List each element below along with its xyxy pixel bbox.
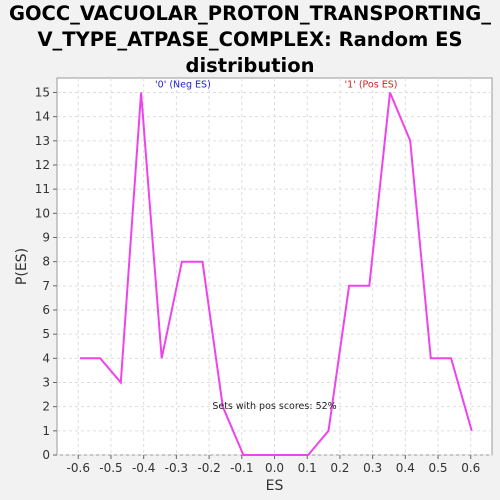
series-layer [79, 92, 473, 456]
x-tick-label-12: 0.6 [461, 461, 480, 475]
annotation-1: '1' (Pos ES) [345, 80, 398, 91]
x-tick-label-8: 0.2 [330, 461, 349, 475]
x-tick-label-10: 0.4 [396, 461, 415, 475]
x-tick-label-11: 0.5 [428, 461, 447, 475]
x-axis-label: ES [266, 478, 284, 494]
x-tick-label-6: 0.0 [265, 461, 284, 475]
x-tick-label-5: -0.1 [230, 461, 253, 475]
y-axis-label: P(ES) [14, 248, 30, 285]
annotation-2: Sets with pos scores: 52% [212, 401, 336, 412]
y-tick-label-6: 6 [42, 303, 50, 317]
x-tick-label-4: -0.2 [197, 461, 220, 475]
y-tick-label-10: 10 [35, 206, 50, 220]
y-tick-label-14: 14 [35, 110, 50, 124]
chart-title-line-1: GOCC_VACUOLAR_PROTON_TRANSPORTING_ [8, 2, 492, 25]
x-tick-label-7: 0.1 [298, 461, 317, 475]
x-tick-label-2: -0.4 [132, 461, 155, 475]
x-tick-label-9: 0.3 [363, 461, 382, 475]
x-tick-label-0: -0.6 [67, 461, 90, 475]
y-tick-label-2: 2 [42, 400, 50, 414]
y-tick-label-0: 0 [42, 448, 50, 462]
annotations: '0' (Neg ES) '1' (Pos ES) Sets with pos sc… [155, 80, 397, 412]
y-tick-label-9: 9 [42, 231, 50, 245]
axes: -0.6 -0.5 -0.4 -0.3 -0.2 -0.1 0.0 0.1 0.2 0.3 0.4 0… [35, 86, 481, 476]
x-tick-label-1: -0.5 [99, 461, 122, 475]
chart-title: GOCC_VACUOLAR_PROTON_TRANSPORTING_ V_TYP… [0, 1, 500, 79]
y-tick-label-12: 12 [35, 158, 50, 172]
chart-title-line-2: V_TYPE_ATPASE_COMPLEX: Random ES [37, 28, 463, 51]
y-tick-label-4: 4 [42, 351, 50, 365]
y-tick-label-11: 11 [35, 182, 50, 196]
y-tick-label-3: 3 [42, 376, 50, 390]
y-tick-label-15: 15 [35, 86, 50, 100]
series-line-0 [79, 92, 473, 456]
y-tick-label-5: 5 [42, 327, 50, 341]
y-tick-label-7: 7 [42, 279, 50, 293]
y-tick-label-1: 1 [42, 424, 50, 438]
x-tick-label-3: -0.3 [165, 461, 188, 475]
y-tick-label-8: 8 [42, 255, 50, 269]
annotation-0: '0' (Neg ES) [155, 80, 211, 91]
y-tick-label-13: 13 [35, 134, 50, 148]
chart-title-line-3: distribution [185, 54, 315, 77]
